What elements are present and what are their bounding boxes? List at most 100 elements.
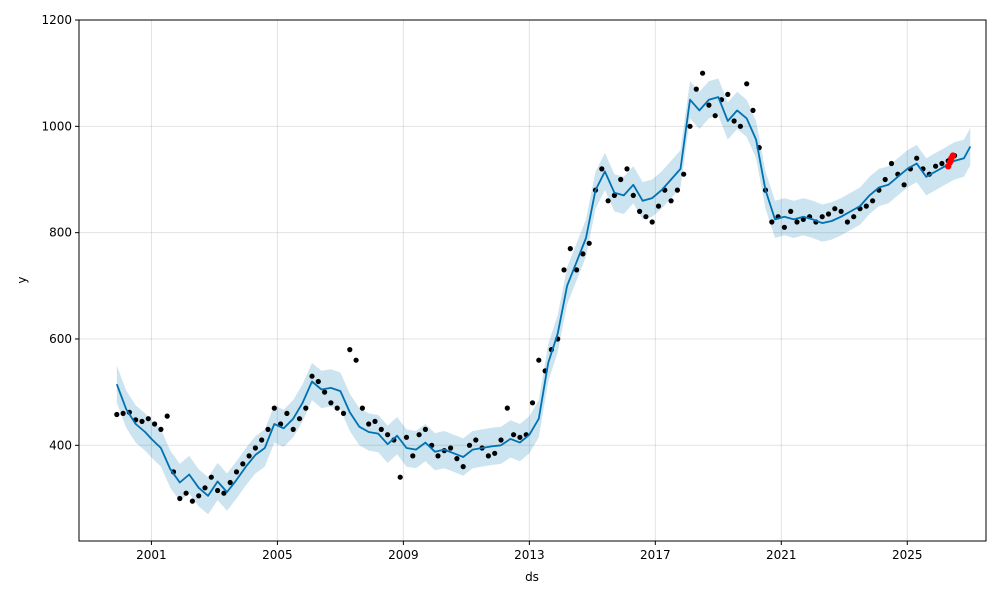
observed-point bbox=[265, 426, 271, 432]
y-tick-label: 400 bbox=[49, 438, 72, 452]
observed-point bbox=[536, 357, 542, 363]
x-axis-ticks: 2001 2005 2009 2013 2017 2021 2025 bbox=[136, 541, 923, 562]
observed-point bbox=[372, 418, 378, 424]
observed-point bbox=[246, 453, 252, 459]
observed-point bbox=[303, 405, 309, 411]
y-axis-label: y bbox=[15, 276, 29, 283]
x-tick-label: 2021 bbox=[766, 548, 797, 562]
observed-point bbox=[353, 357, 359, 363]
observed-point bbox=[529, 400, 536, 406]
observed-point bbox=[196, 493, 202, 499]
observed-point bbox=[888, 160, 895, 167]
observed-point bbox=[781, 224, 788, 230]
highlight-points bbox=[945, 152, 957, 170]
observed-point bbox=[498, 437, 504, 443]
observed-point bbox=[637, 208, 643, 214]
observed-point bbox=[227, 479, 233, 486]
observed-point bbox=[605, 198, 611, 204]
observed-point bbox=[309, 373, 315, 379]
observed-point bbox=[158, 426, 164, 432]
observed-point bbox=[788, 208, 794, 214]
observed-point bbox=[794, 219, 800, 225]
observed-point bbox=[832, 206, 838, 212]
observed-point bbox=[750, 107, 756, 113]
observed-point bbox=[145, 416, 151, 422]
observed-point bbox=[290, 426, 296, 432]
observed-point bbox=[655, 203, 662, 209]
observed-point bbox=[674, 187, 681, 193]
observed-point bbox=[901, 182, 907, 188]
observed-point bbox=[725, 91, 731, 97]
observed-point bbox=[139, 418, 145, 424]
observed-point bbox=[668, 198, 674, 204]
observed-point bbox=[599, 166, 605, 172]
observed-point bbox=[347, 347, 353, 353]
highlight-point bbox=[949, 152, 957, 159]
observed-point bbox=[844, 219, 851, 225]
uncertainty-band-area bbox=[116, 78, 971, 515]
observed-point bbox=[630, 192, 636, 198]
observed-point bbox=[649, 219, 655, 225]
x-tick-label: 2017 bbox=[640, 548, 671, 562]
y-tick-label: 600 bbox=[49, 332, 72, 346]
observed-point bbox=[164, 413, 170, 419]
observed-point bbox=[114, 411, 120, 418]
uncertainty-band bbox=[116, 78, 971, 515]
observed-point bbox=[473, 437, 479, 443]
observed-point bbox=[328, 400, 334, 406]
x-tick-label: 2025 bbox=[892, 548, 923, 562]
observed-point bbox=[252, 445, 258, 451]
observed-point bbox=[410, 453, 416, 459]
observed-point bbox=[624, 166, 630, 172]
observed-point bbox=[731, 118, 737, 124]
observed-point bbox=[819, 214, 825, 220]
observed-point bbox=[397, 474, 403, 480]
observed-point bbox=[681, 171, 687, 177]
observed-point bbox=[454, 456, 460, 462]
observed-point bbox=[504, 405, 510, 411]
observed-point bbox=[693, 86, 699, 92]
observed-point bbox=[863, 203, 869, 209]
observed-point bbox=[416, 432, 422, 438]
observed-point bbox=[466, 442, 473, 448]
observed-point bbox=[492, 450, 498, 456]
observed-point bbox=[933, 163, 939, 169]
observed-point bbox=[359, 405, 365, 411]
observed-point bbox=[510, 432, 517, 438]
observed-point bbox=[643, 214, 649, 220]
observed-point bbox=[939, 160, 945, 167]
observed-point bbox=[611, 192, 618, 198]
observed-point bbox=[435, 453, 441, 459]
observed-point bbox=[422, 426, 428, 432]
observed-point bbox=[485, 453, 491, 459]
y-tick-label: 1000 bbox=[41, 119, 72, 133]
observed-point bbox=[851, 214, 857, 220]
observed-point bbox=[189, 498, 195, 504]
observed-point bbox=[177, 495, 183, 502]
observed-point bbox=[240, 461, 246, 467]
observed-point bbox=[120, 410, 126, 416]
observed-point bbox=[914, 155, 920, 161]
observed-point bbox=[574, 267, 580, 273]
observed-point bbox=[366, 421, 372, 427]
observed-point bbox=[385, 432, 391, 438]
observed-point bbox=[838, 208, 844, 214]
x-axis-label: ds bbox=[525, 570, 539, 584]
observed-point bbox=[340, 410, 347, 416]
observed-point bbox=[221, 490, 227, 496]
observed-point bbox=[567, 246, 573, 252]
observed-point bbox=[202, 485, 208, 491]
x-tick-label: 2009 bbox=[388, 548, 419, 562]
observed-point bbox=[448, 445, 454, 451]
observed-point bbox=[271, 405, 277, 411]
observed-point bbox=[183, 490, 189, 496]
observed-point bbox=[284, 410, 290, 416]
observed-point bbox=[403, 434, 410, 440]
forecast-line bbox=[115, 96, 972, 497]
observed-point bbox=[215, 487, 221, 494]
observed-point bbox=[700, 70, 706, 76]
observed-point bbox=[152, 421, 158, 427]
plot-frame bbox=[78, 19, 987, 542]
